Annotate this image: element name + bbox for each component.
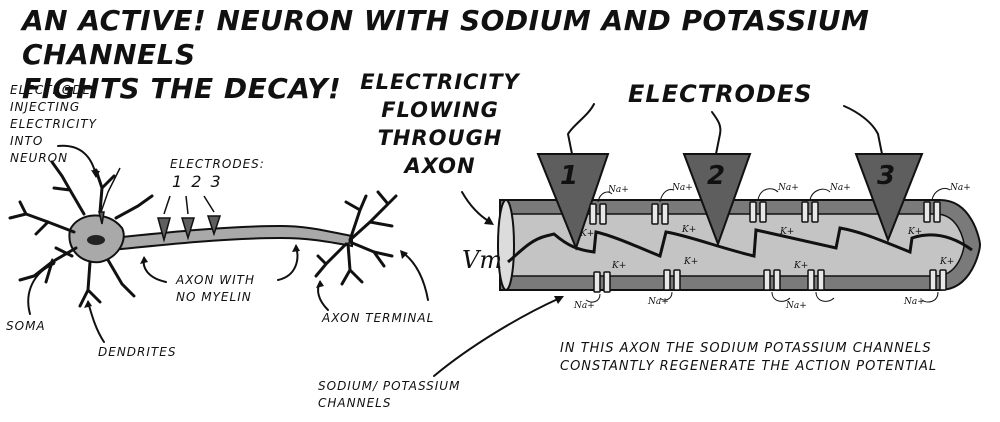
na-ion-label: Na+ (671, 183, 693, 193)
electrode-numbers-label: 1 2 3 (172, 172, 223, 191)
label-line: flowing (381, 98, 499, 122)
title-line-2: fights the decay! (22, 72, 342, 105)
channels-bottom (593, 269, 947, 293)
label-line: Axon with (176, 273, 255, 287)
label-line: injecting (10, 100, 81, 114)
na-ion-label: Na+ (785, 301, 807, 311)
k-ion-label: K+ (779, 227, 794, 237)
k-ion-label: K+ (681, 225, 696, 235)
electrode-1-number: 1 (560, 161, 580, 191)
channels-label: Sodium/ potassium channels (318, 378, 460, 412)
electrode-3-number: 3 (877, 161, 897, 191)
electricity-flowing-label: Electricity flowing through axon (360, 68, 520, 180)
label-line: channels (318, 396, 392, 410)
na-ion-label: Na+ (777, 183, 799, 193)
nucleus (87, 235, 105, 245)
neuron-illustration (8, 144, 429, 343)
label-line: Electrode (10, 83, 92, 97)
axon-terminal-label: Axon terminal (322, 311, 435, 325)
voltage-trace (507, 226, 973, 264)
label-line: into (10, 134, 44, 148)
label-line: Electricity (360, 70, 520, 94)
electrodes-big-label: Electrodes (628, 80, 813, 108)
label-line: through (377, 126, 503, 150)
label-line: axon (404, 154, 476, 178)
na-ion-label: Na+ (607, 185, 629, 195)
axon-no-myelin-label: Axon with no myelin (176, 272, 255, 306)
axon-terminal-branches (314, 190, 398, 286)
electrodes-small-label: Electrodes: (170, 157, 265, 171)
title-line-1: An Active! Neuron with sodium and potass… (22, 4, 870, 71)
electrode-2-number: 2 (707, 161, 727, 191)
label-line: no myelin (176, 290, 252, 304)
na-ion-label: Na+ (903, 297, 925, 307)
na-ion-label: Na+ (949, 183, 971, 193)
k-ion-label: K+ (579, 229, 594, 239)
soma-label: Soma (6, 319, 46, 333)
dendrites-branches (8, 160, 154, 308)
label-line: Sodium/ potassium (318, 379, 461, 393)
dendrites-label: Dendrites (98, 345, 177, 359)
diagram-title: An Active! Neuron with sodium and potass… (22, 4, 992, 106)
k-ion-label: K+ (793, 261, 808, 271)
caption-line: constantly regenerate the action potenti… (560, 359, 938, 374)
axon-shaft (111, 224, 353, 252)
vm-label: Vm (462, 246, 503, 274)
na-ion-label: Na+ (829, 183, 851, 193)
channels-top (589, 201, 941, 225)
caption-line: In this axon the sodium potassium channe… (560, 341, 932, 356)
electrode-cones (536, 153, 924, 251)
na-ion-label: Na+ (647, 297, 669, 307)
k-ion-label: K+ (907, 227, 922, 237)
label-line: electricity (10, 117, 98, 131)
label-line: neuron (10, 151, 69, 165)
electrode-3 (854, 153, 924, 243)
caption: In this axon the sodium potassium channe… (560, 340, 937, 376)
injecting-electrode-label: Electrode injecting electricity into neu… (10, 82, 97, 167)
small-electrodes (157, 215, 222, 243)
na-ion-label: Na+ (573, 301, 595, 311)
k-ion-label: K+ (611, 261, 626, 271)
k-ion-label: K+ (683, 257, 698, 267)
k-ion-label: K+ (939, 257, 954, 267)
